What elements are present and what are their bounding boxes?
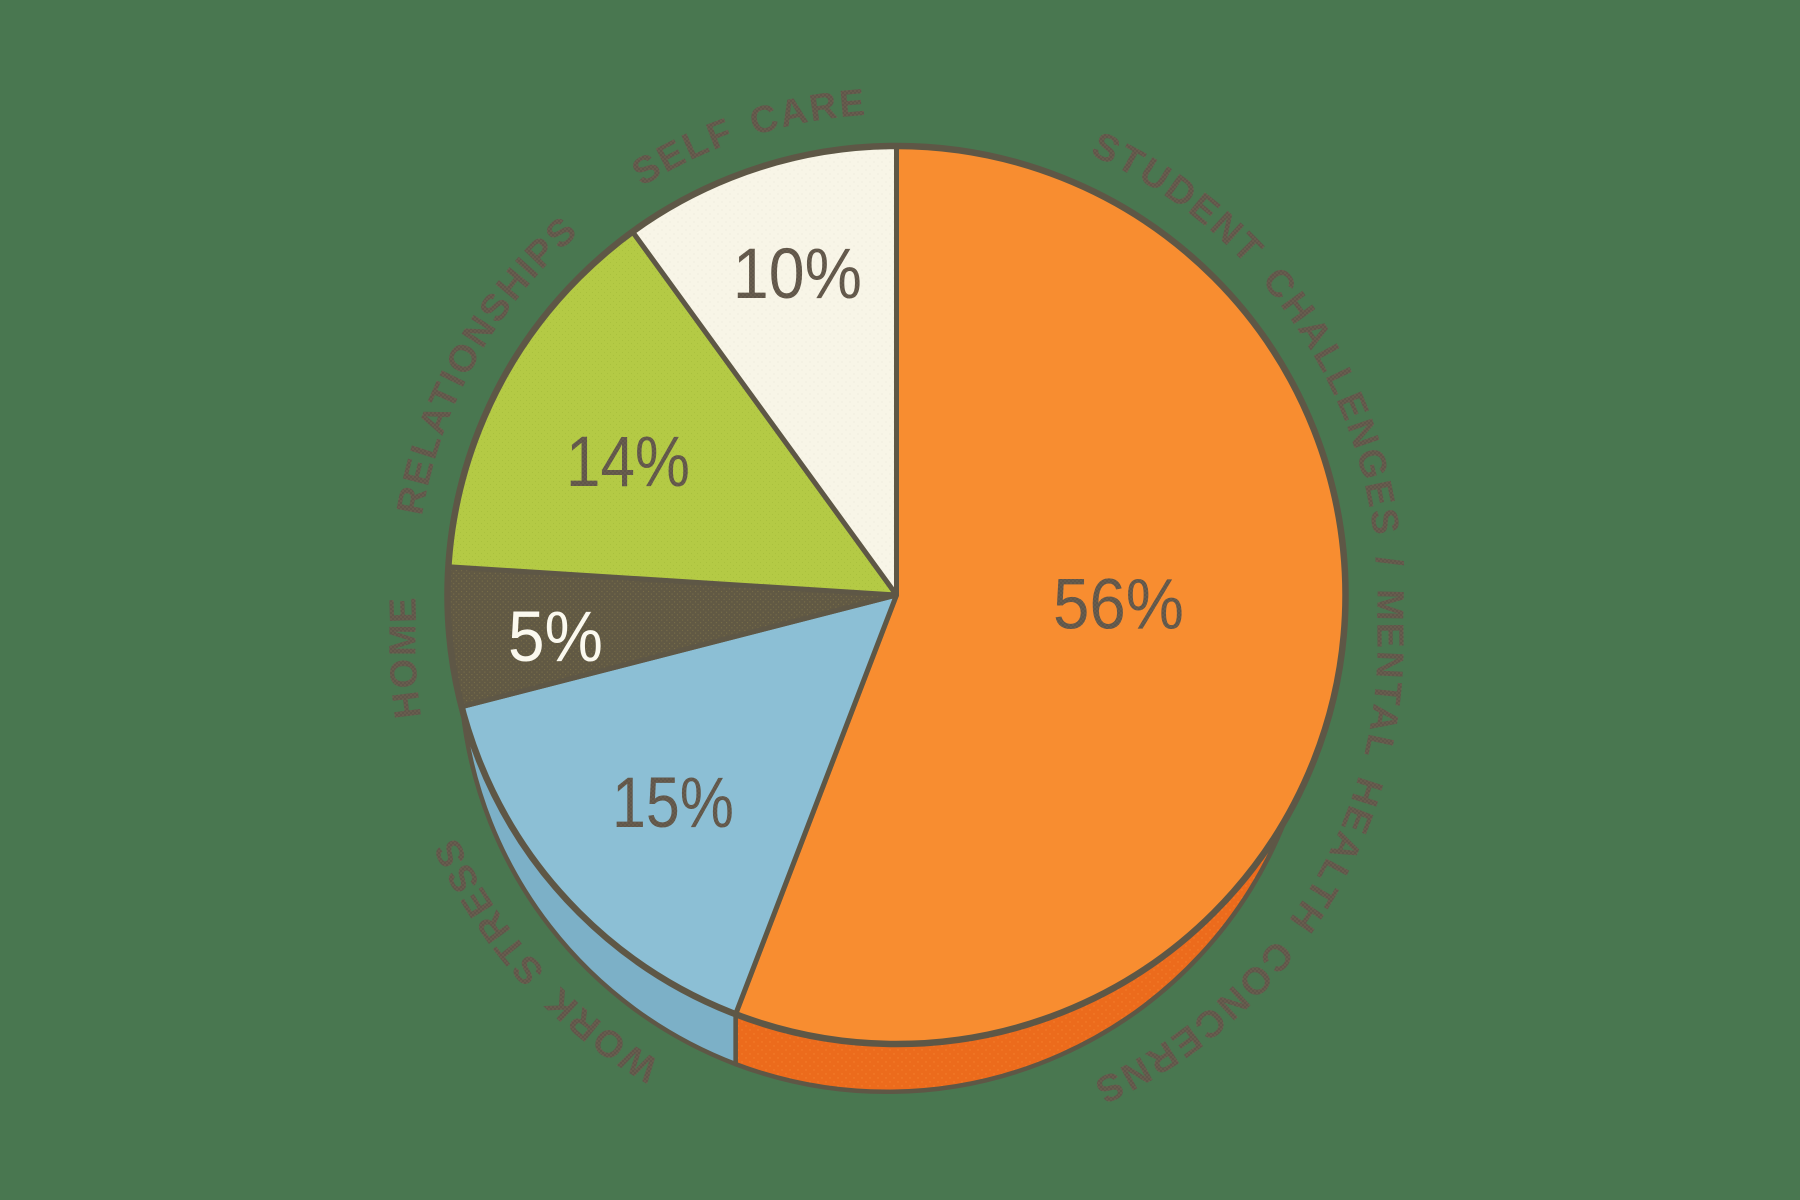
- svg-text:15%: 15%: [612, 764, 734, 843]
- svg-text:HOME: HOME: [382, 595, 430, 721]
- svg-text:5%: 5%: [508, 598, 603, 677]
- svg-text:14%: 14%: [566, 423, 690, 502]
- svg-text:10%: 10%: [733, 235, 862, 314]
- svg-text:56%: 56%: [1053, 566, 1184, 645]
